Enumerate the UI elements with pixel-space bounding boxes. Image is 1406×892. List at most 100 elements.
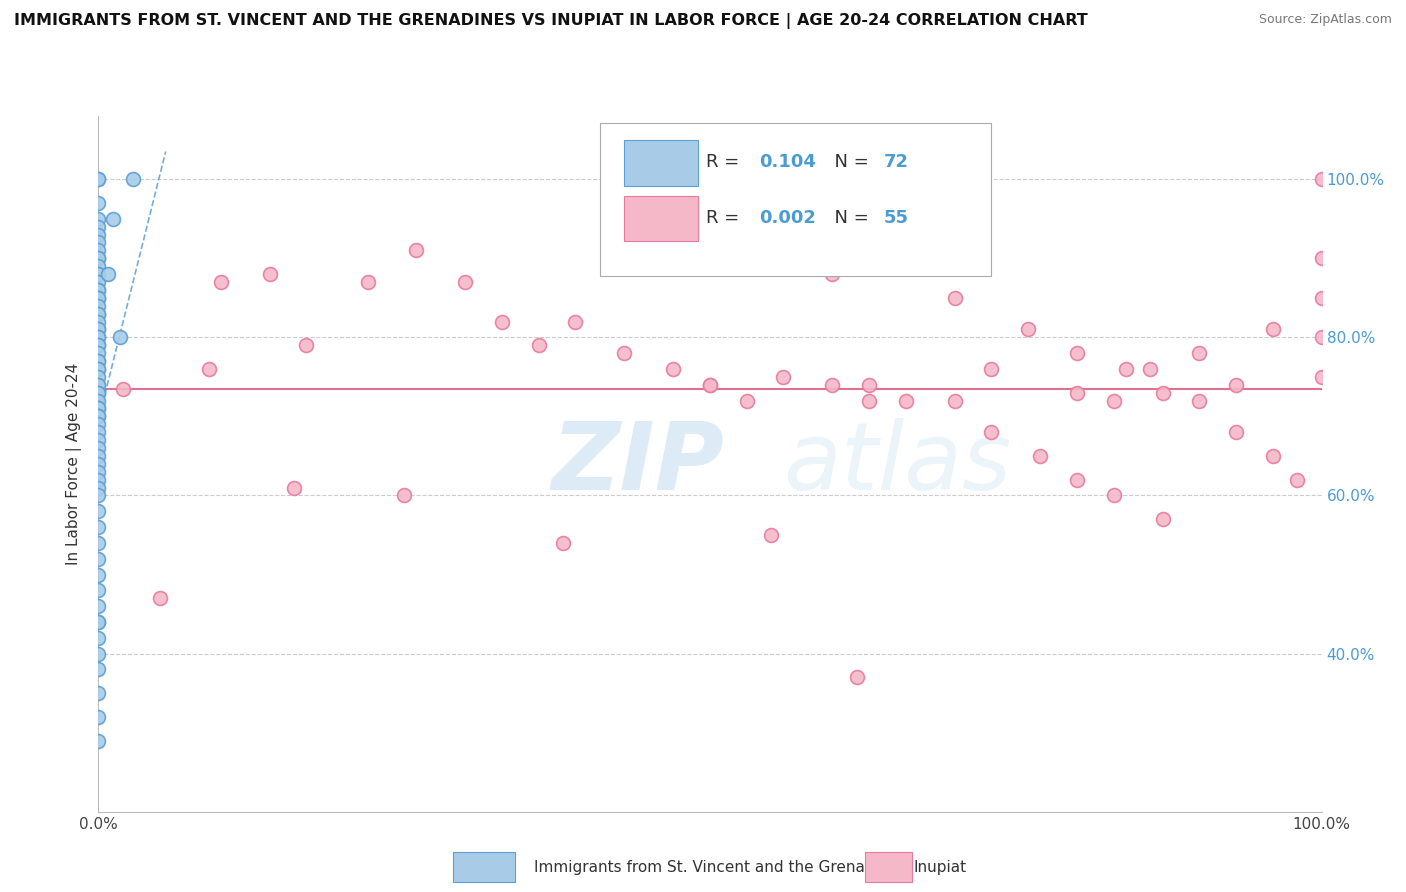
FancyBboxPatch shape [624,196,697,241]
Point [87,433,110,447]
Text: R =: R = [706,153,745,171]
Point [295,338,318,352]
Text: ZIP: ZIP [551,417,724,510]
Point [980,425,1002,440]
Point [87,235,110,250]
Point [858,377,880,392]
Point [87,567,110,582]
Point [87,441,110,455]
Point [821,267,844,281]
Point [87,488,110,502]
Point [87,172,110,186]
Point [553,536,575,550]
Point [87,631,110,645]
Point [259,267,281,281]
Point [87,227,110,242]
Point [1310,291,1333,305]
Point [87,377,110,392]
Point [87,449,110,463]
Point [1017,322,1039,336]
Point [283,481,305,495]
Point [1310,330,1333,344]
Point [943,393,966,408]
Point [87,710,110,724]
Point [87,299,110,313]
FancyBboxPatch shape [624,140,697,186]
Point [1310,370,1333,384]
Point [87,283,110,297]
Point [1115,362,1137,376]
Point [87,330,110,344]
Point [87,615,110,629]
Point [87,196,110,211]
Point [894,393,917,408]
Text: 0.104: 0.104 [759,153,815,171]
Point [87,551,110,566]
Point [87,267,110,281]
Point [1152,385,1174,400]
Text: Source: ZipAtlas.com: Source: ZipAtlas.com [1258,13,1392,27]
Point [564,314,586,328]
Point [87,346,110,360]
Text: N =: N = [823,210,875,227]
Point [101,211,124,226]
Point [87,536,110,550]
Point [87,314,110,328]
Point [87,291,110,305]
Point [87,259,110,273]
Point [87,211,110,226]
Point [87,370,110,384]
Point [87,662,110,676]
Point [87,417,110,432]
Y-axis label: In Labor Force | Age 20-24: In Labor Force | Age 20-24 [66,363,83,565]
Point [613,346,636,360]
Point [87,385,110,400]
Point [87,354,110,368]
Point [761,528,783,542]
Point [1310,252,1333,266]
Point [87,362,110,376]
Point [209,275,232,289]
Point [1066,385,1088,400]
Point [87,647,110,661]
Point [87,338,110,352]
Point [87,354,110,368]
Point [87,409,110,424]
Point [87,465,110,479]
Point [1188,346,1211,360]
Point [1310,172,1333,186]
Point [87,322,110,336]
Point [87,733,110,747]
Point [1188,393,1211,408]
Text: Inupiat: Inupiat [914,860,967,874]
Point [1152,512,1174,526]
Point [197,362,219,376]
Point [1066,346,1088,360]
Point [87,322,110,336]
Point [87,275,110,289]
Point [87,291,110,305]
Point [87,686,110,700]
Point [87,244,110,258]
Point [87,409,110,424]
Point [87,219,110,234]
Text: atlas: atlas [783,418,1012,509]
Point [97,267,120,281]
Point [662,362,685,376]
Point [121,172,143,186]
Text: 55: 55 [884,210,908,227]
Point [1225,425,1247,440]
Point [110,330,132,344]
Point [87,172,110,186]
Point [87,377,110,392]
Point [772,370,794,384]
Point [392,488,416,502]
Point [87,615,110,629]
Point [1225,377,1247,392]
Point [1286,473,1309,487]
Point [980,362,1002,376]
Point [356,275,378,289]
Point [699,377,721,392]
Point [87,401,110,416]
Point [87,520,110,534]
